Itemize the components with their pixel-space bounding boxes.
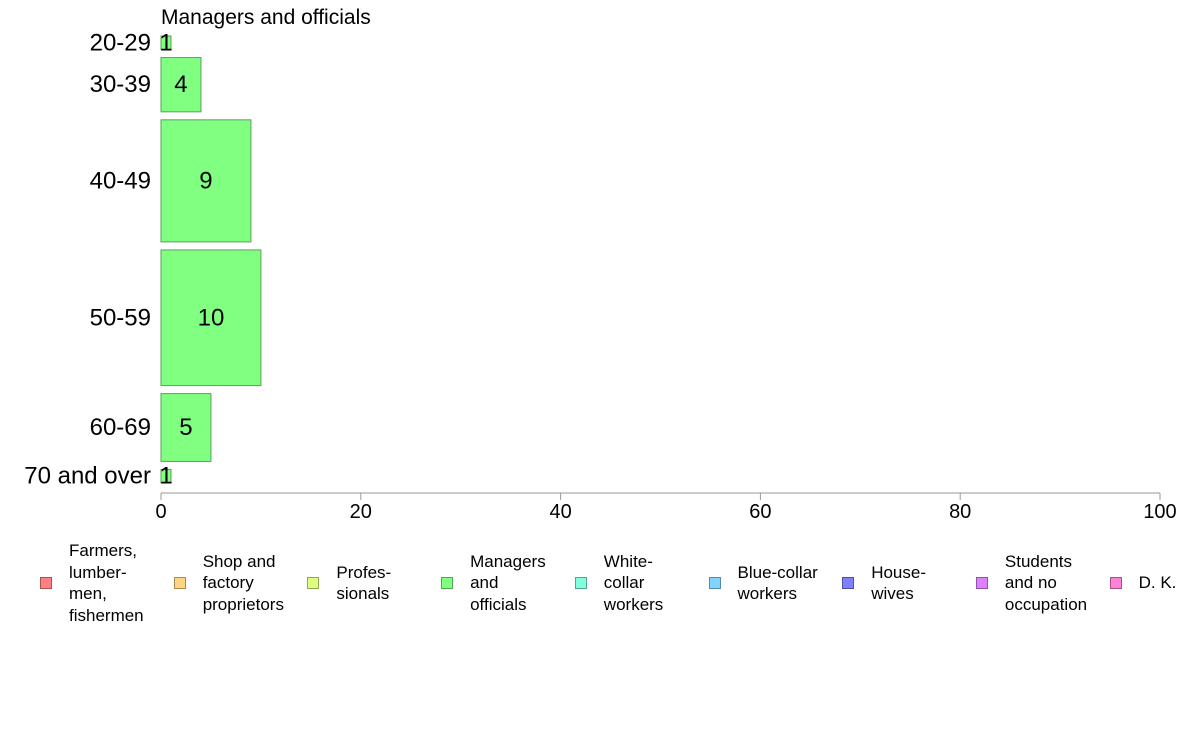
category-label: 70 and over — [24, 463, 151, 490]
bar-2 — [160, 119, 252, 243]
legend-label: Profes- sionals — [336, 562, 392, 604]
legend-swatch — [307, 577, 320, 589]
legend-swatch — [441, 577, 454, 589]
x-tick-label: 0 — [155, 501, 166, 523]
x-tick-label: 100 — [1143, 501, 1176, 523]
legend-label: Farmers, lumber- men, fishermen — [69, 541, 144, 625]
legend-swatch — [708, 577, 721, 589]
bar-3 — [160, 249, 262, 387]
legend-label: Shop and factory proprietors — [202, 551, 284, 614]
x-tick-label: 60 — [749, 501, 771, 523]
bar-value-label: 5 — [179, 414, 192, 441]
category-label: 60-69 — [90, 414, 151, 441]
legend-swatch — [173, 577, 186, 589]
category-label: 20-29 — [90, 29, 151, 56]
bar-1 — [160, 57, 202, 113]
bar-5 — [160, 468, 172, 484]
legend: Farmers, lumber- men, fishermen Shop and … — [0, 540, 1188, 640]
bar-value-label: 9 — [199, 167, 212, 194]
legend-swatch — [1109, 577, 1122, 589]
legend-label: Managers and officials — [470, 551, 546, 614]
legend-swatch — [842, 577, 855, 589]
bar-4 — [160, 393, 212, 462]
bar-value-label: 4 — [174, 71, 187, 98]
legend-swatch — [40, 577, 52, 589]
chart-canvas: Managers and officials 20-29 1 30-39 4 40-49… — [24, 6, 1177, 523]
legend-label: Students and no occupation — [1004, 551, 1088, 614]
legend-swatch — [574, 577, 587, 589]
bars-group: 20-29 1 30-39 4 40-49 9 50-59 10 60-69 5 70 and ov… — [24, 29, 262, 490]
category-label: 30-39 — [90, 71, 151, 98]
chart-title: Managers and officials — [161, 6, 371, 29]
category-label: 40-49 — [90, 167, 151, 194]
legend-swatch — [975, 577, 988, 589]
bar-value-label: 1 — [159, 29, 172, 56]
legend-label: White- collar workers — [603, 551, 664, 614]
bar-value-label: 10 — [198, 304, 225, 331]
x-axis: 0 20 40 60 80 100 — [155, 492, 1177, 523]
x-tick-label: 40 — [549, 501, 571, 523]
x-tick-label: 80 — [949, 501, 971, 523]
bar-0 — [160, 35, 172, 51]
legend-label: D. K. — [1138, 573, 1177, 593]
legend-label: Blue-collar workers — [737, 562, 818, 604]
x-tick-label: 20 — [350, 501, 372, 523]
category-label: 50-59 — [90, 304, 151, 331]
bar-value-label: 1 — [159, 463, 172, 490]
legend-label: House- wives — [871, 562, 926, 604]
